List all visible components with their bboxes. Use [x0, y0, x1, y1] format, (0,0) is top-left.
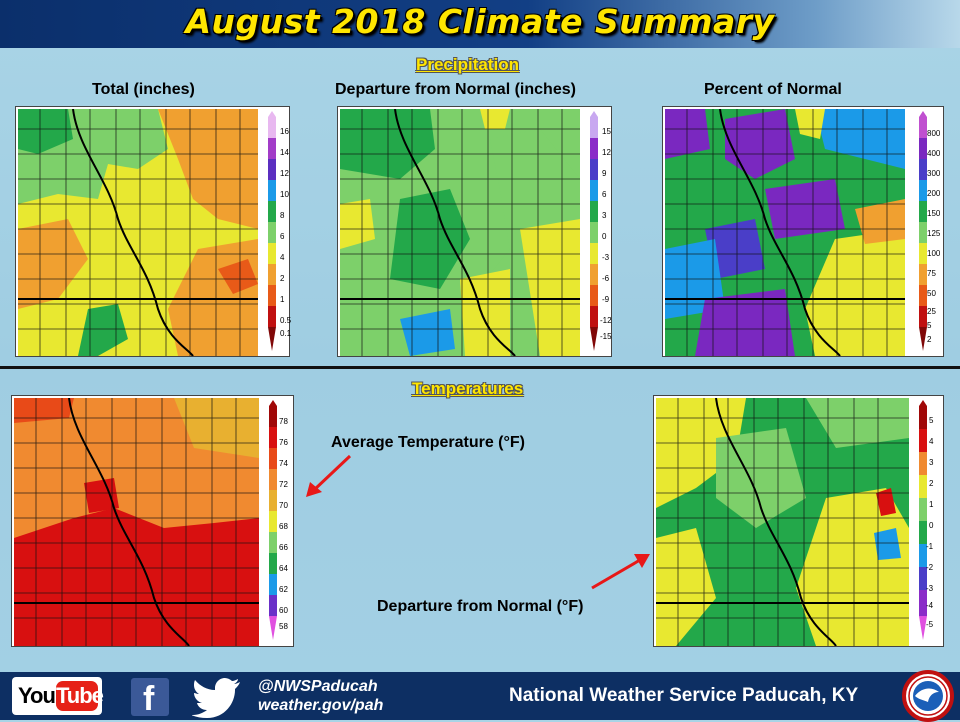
legend-departure-label: 0	[602, 232, 607, 241]
legend-total-label: 10	[280, 190, 289, 199]
legend-avg-temp-label: 58	[279, 622, 288, 631]
legend-departure-label: -15	[600, 332, 612, 341]
arrow-icon	[591, 554, 650, 590]
legend-total-label: 16	[280, 127, 289, 136]
annotation-avg-temp: Average Temperature (°F)	[331, 434, 526, 451]
legend-avg-temp-label: 74	[279, 459, 288, 468]
legend-total-label: 2	[280, 274, 285, 283]
legend-total-label: 0.1	[280, 329, 292, 338]
legend-avg-temp-label: 60	[279, 606, 288, 615]
map-title-total: Total (inches)	[92, 81, 195, 98]
twitter-handle[interactable]: @NWSPaducah	[258, 678, 378, 695]
youtube-logo-you: You	[18, 683, 56, 708]
map-title-departure: Departure from Normal (inches)	[335, 81, 576, 98]
twitter-icon[interactable]	[192, 676, 242, 718]
legend-departure	[590, 111, 598, 351]
legend-avg-temp-label: 68	[279, 522, 288, 531]
map-panel-departure: 15 12 9 6 3 0 -3 -6 -9 -12 -15	[337, 106, 612, 357]
legend-avg-temp-label: 70	[279, 501, 288, 510]
legend-avg-temp-label: 76	[279, 438, 288, 447]
legend-temp-departure-label: -4	[926, 601, 934, 610]
legend-total-label: 4	[280, 253, 285, 262]
legend-percent-label: 800	[927, 129, 941, 138]
legend-percent	[919, 111, 927, 351]
youtube-logo[interactable]: You Tube	[12, 677, 104, 715]
arrow-icon	[306, 454, 352, 497]
legend-temp-departure-label: 5	[929, 416, 934, 425]
legend-temp-departure-label: -3	[926, 584, 934, 593]
legend-percent-label: 75	[927, 269, 936, 278]
section-temperatures: Temperatures	[412, 379, 524, 398]
legend-avg-temp-label: 78	[279, 417, 288, 426]
legend-temp-departure-label: 2	[929, 479, 934, 488]
legend-departure-label: 6	[602, 190, 607, 199]
legend-temp-departure-label: 4	[929, 437, 934, 446]
legend-temp-departure-label: -5	[926, 620, 934, 629]
legend-departure-label: 9	[602, 169, 607, 178]
legend-temp-departure-label: 3	[929, 458, 934, 467]
legend-temp-departure-label: 0	[929, 521, 934, 530]
section-divider	[0, 366, 960, 369]
legend-percent-label: 50	[927, 289, 936, 298]
legend-total-label: 12	[280, 169, 289, 178]
legend-avg-temp-label: 72	[279, 480, 288, 489]
legend-avg-temp-label: 62	[279, 585, 288, 594]
map-avg-temp	[14, 398, 259, 646]
website-link[interactable]: weather.gov/pah	[258, 697, 384, 714]
legend-departure-label: 12	[602, 148, 611, 157]
legend-percent-label: 25	[927, 307, 936, 316]
map-title-percent: Percent of Normal	[704, 81, 842, 98]
annotation-temp-departure: Departure from Normal (°F)	[377, 598, 584, 615]
legend-temp-departure-label: -2	[926, 563, 934, 572]
legend-departure-label: -12	[600, 316, 612, 325]
map-panel-avg-temp: 78 76 74 72 70 68 66 64 62 60 58	[11, 395, 294, 647]
page-title: August 2018 Climate Summary	[185, 2, 775, 41]
map-temp-departure	[656, 398, 909, 646]
map-percent	[665, 109, 905, 356]
legend-percent-label: 125	[927, 229, 941, 238]
legend-percent-label: 5	[927, 321, 932, 330]
legend-total-label: 8	[280, 211, 285, 220]
section-precipitation: Precipitation	[416, 55, 519, 74]
legend-temp-departure-label: -1	[926, 542, 934, 551]
header-bar	[0, 0, 960, 48]
legend-percent-label: 200	[927, 189, 941, 198]
legend-total	[268, 111, 276, 351]
youtube-logo-tube: Tube	[56, 681, 104, 711]
legend-departure-label: 15	[602, 127, 611, 136]
facebook-icon[interactable]: f	[131, 678, 169, 718]
legend-total-label: 0.5	[280, 316, 292, 325]
social-handle[interactable]: @NWSPaducah weather.gov/pah	[258, 677, 383, 715]
legend-total-label: 1	[280, 295, 285, 304]
legend-temp-departure-label: 1	[929, 500, 934, 509]
legend-percent-label: 2	[927, 335, 932, 344]
facebook-glyph: f	[143, 680, 155, 718]
legend-percent-label: 300	[927, 169, 941, 178]
legend-avg-temp-label: 64	[279, 564, 288, 573]
legend-departure-label: -9	[602, 295, 610, 304]
legend-percent-label: 400	[927, 149, 941, 158]
legend-departure-label: -3	[602, 253, 610, 262]
map-panel-total: 16 14 12 10 8 6 4 2 1 0.5 0.1	[15, 106, 292, 357]
legend-percent-label: 150	[927, 209, 941, 218]
legend-total-label: 14	[280, 148, 289, 157]
map-panel-temp-departure: 5 4 3 2 1 0 -1 -2 -3 -4 -5	[653, 395, 944, 647]
legend-avg-temp-label: 66	[279, 543, 288, 552]
legend-departure-label: -6	[602, 274, 610, 283]
legend-avg-temp	[269, 400, 277, 640]
map-departure	[340, 109, 580, 356]
map-total	[18, 109, 258, 356]
org-name: National Weather Service Paducah, KY	[509, 685, 859, 706]
nws-logo	[902, 670, 954, 722]
legend-percent-label: 100	[927, 249, 941, 258]
legend-total-label: 6	[280, 232, 285, 241]
map-panel-percent: 800 400 300 200 150 125 100 75 50 25 5 2	[662, 106, 944, 357]
legend-departure-label: 3	[602, 211, 607, 220]
legend-temp-departure	[919, 400, 927, 640]
